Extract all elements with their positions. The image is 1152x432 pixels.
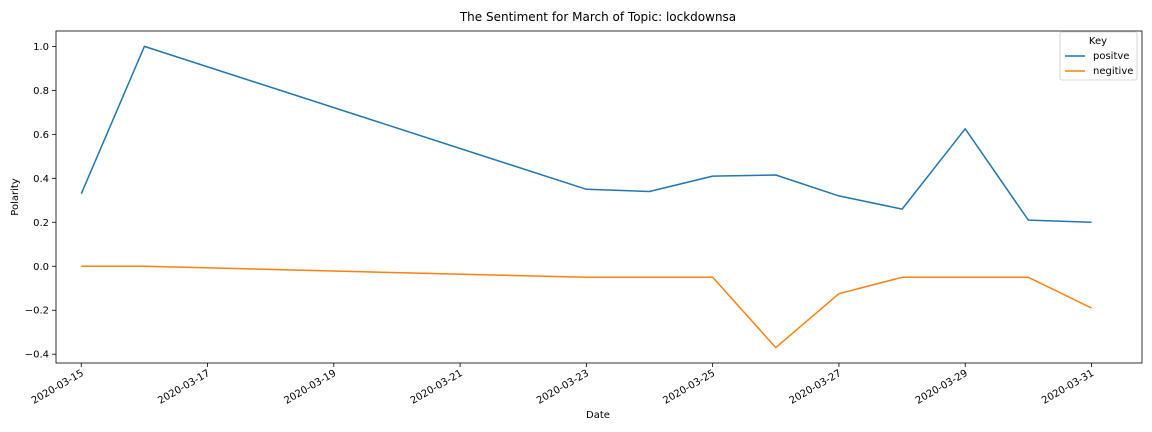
x-tick-label: 2020-03-15 xyxy=(30,368,86,407)
legend-box xyxy=(1059,31,1138,81)
x-tick-label: 2020-03-23 xyxy=(535,368,591,407)
x-tick-label: 2020-03-31 xyxy=(1040,368,1096,407)
x-tick-label: 2020-03-21 xyxy=(409,368,465,407)
x-axis-label: Date xyxy=(586,410,610,421)
y-tick-label: 0.8 xyxy=(33,86,49,97)
y-tick-label: 1.0 xyxy=(33,42,49,53)
plot-frame xyxy=(55,30,1143,364)
x-axis: 2020-03-15 2020-03-17 2020-03-19 2020-03-21… xyxy=(30,363,1096,407)
y-tick-label: −0.4 xyxy=(25,350,49,361)
x-tick-label: 2020-03-27 xyxy=(788,368,844,407)
x-tick-label: 2020-03-25 xyxy=(661,368,717,407)
y-tick-label: 0.4 xyxy=(33,174,49,185)
legend-title: Key xyxy=(1089,36,1107,47)
series-lines xyxy=(80,45,1092,349)
y-axis: 1.0 0.8 0.6 0.4 0.2 0.0 −0.2 −0.4 xyxy=(25,42,56,361)
legend-label-positve: positve xyxy=(1093,51,1129,62)
legend: Key positve negitive xyxy=(1059,31,1138,81)
y-tick-label: 0.6 xyxy=(33,130,49,141)
y-tick-label: 0.0 xyxy=(33,262,49,273)
x-tick-label: 2020-03-17 xyxy=(156,368,212,407)
y-tick-label: 0.2 xyxy=(33,218,49,229)
y-tick-label: −0.2 xyxy=(25,306,49,317)
legend-label-negitive: negitive xyxy=(1093,66,1133,77)
x-tick-label: 2020-03-29 xyxy=(914,368,970,407)
series-line-negitive xyxy=(81,265,1092,349)
series-line-positve xyxy=(80,45,1092,224)
y-axis-label: Polarity xyxy=(10,178,21,216)
x-tick-label: 2020-03-19 xyxy=(282,368,338,407)
chart-title: The Sentiment for March of Topic: lockdo… xyxy=(459,10,736,24)
